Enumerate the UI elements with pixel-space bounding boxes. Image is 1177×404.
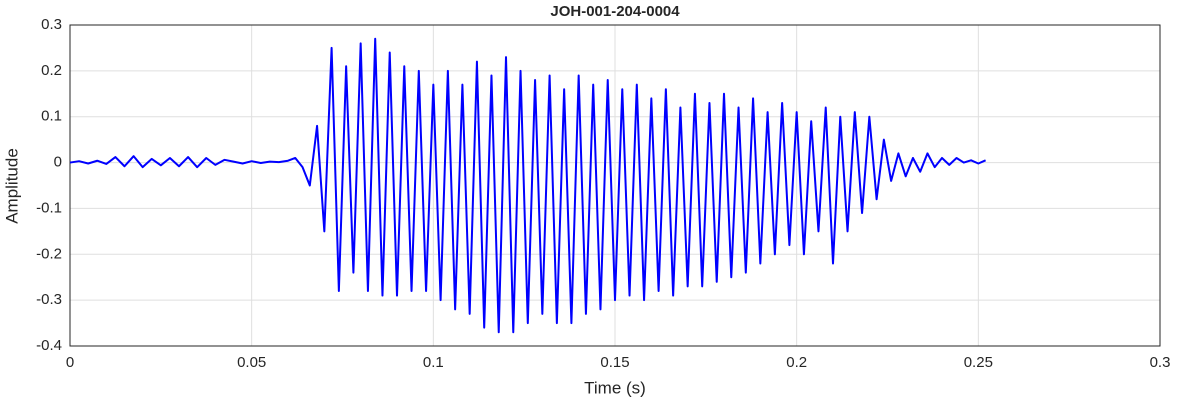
y-tick-label: -0.3	[36, 291, 62, 308]
x-tick-label: 0.15	[600, 354, 629, 371]
x-axis-label: Time (s)	[584, 378, 646, 397]
x-tick-label: 0	[66, 354, 74, 371]
chart-title: JOH-001-204-0004	[550, 3, 680, 20]
y-tick-label: -0.1	[36, 199, 62, 216]
y-tick-label: 0.1	[41, 108, 62, 125]
y-tick-label: -0.4	[36, 337, 62, 354]
x-tick-label: 0.1	[423, 354, 444, 371]
x-tick-label: 0.3	[1150, 354, 1171, 371]
y-axis-label: Amplitude	[2, 148, 21, 224]
y-tick-label: 0.2	[41, 62, 62, 79]
y-tick-label: 0	[54, 154, 62, 171]
waveform-line	[69, 37, 987, 334]
x-tick-label: 0.05	[237, 354, 266, 371]
x-tick-label: 0.2	[786, 354, 807, 371]
x-tick-label: 0.25	[964, 354, 993, 371]
plot-frame	[69, 24, 1161, 347]
y-tick-label: 0.3	[41, 16, 62, 33]
y-tick-label: -0.2	[36, 245, 62, 262]
